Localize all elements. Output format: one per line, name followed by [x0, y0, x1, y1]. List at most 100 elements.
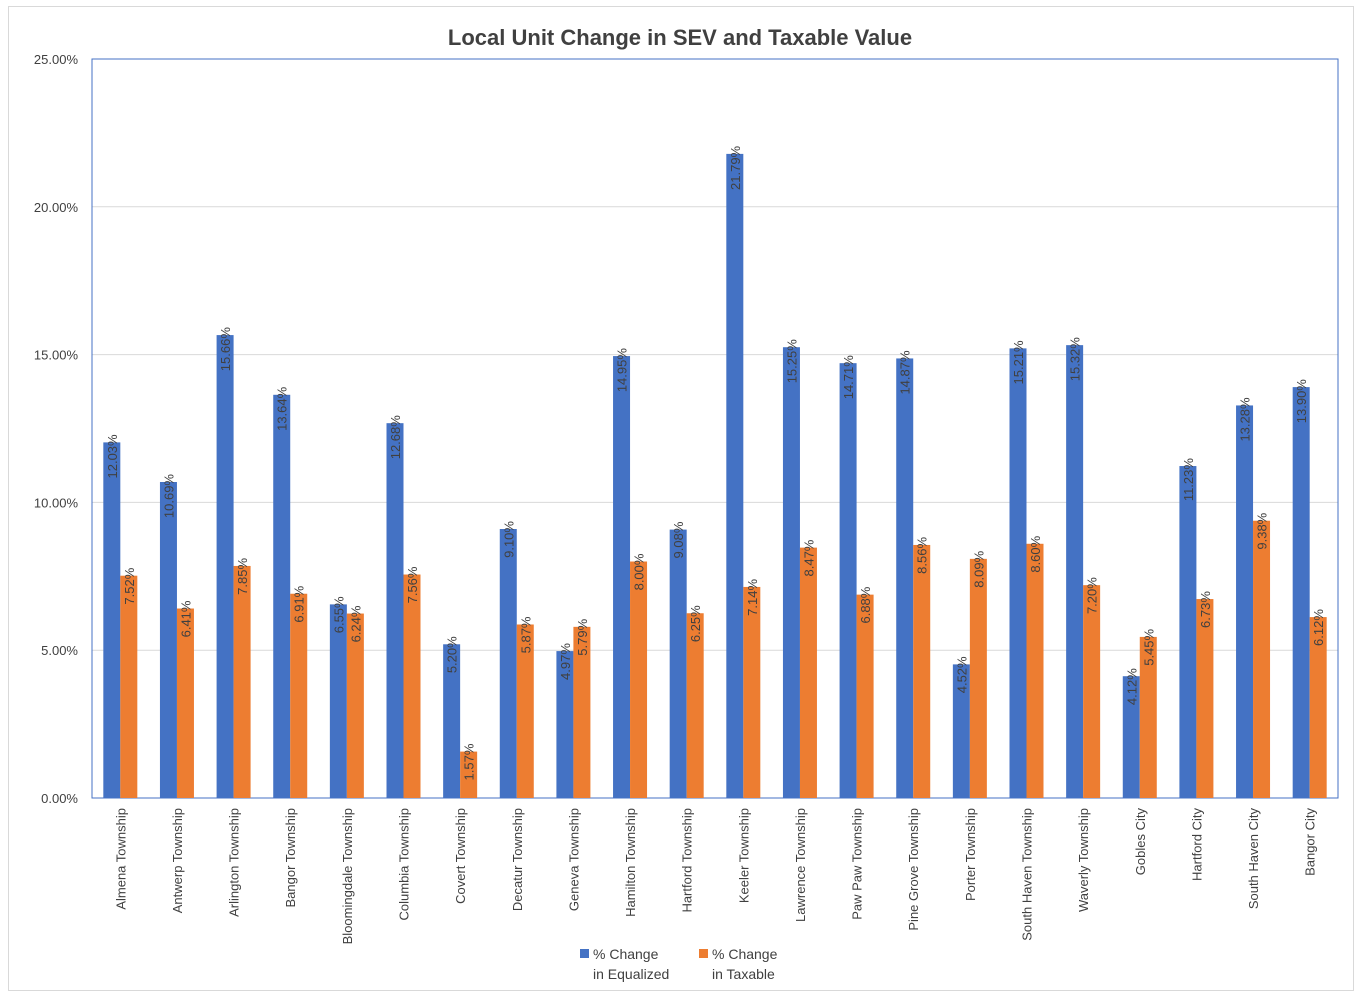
data-label: 1.57%: [462, 743, 477, 780]
bar: [1139, 636, 1157, 798]
data-label: 5.79%: [575, 618, 590, 655]
bar: [176, 608, 194, 798]
bar: [1066, 345, 1084, 798]
data-label: 7.56%: [405, 566, 420, 603]
data-label: 4.97%: [558, 643, 573, 680]
bar: [1236, 405, 1254, 798]
bar: [290, 593, 308, 798]
bar: [1083, 585, 1101, 798]
data-label: 8.47%: [801, 539, 816, 576]
data-label: 8.56%: [915, 537, 930, 574]
legend-label: % Change: [712, 946, 778, 962]
data-label: 8.00%: [632, 553, 647, 590]
y-axis: 0.00% 5.00% 10.00% 15.00% 20.00% 25.00%: [34, 52, 79, 806]
bar: [952, 664, 970, 798]
legend-label: % Change: [593, 946, 659, 962]
data-label: 6.41%: [178, 600, 193, 637]
data-label: 6.73%: [1198, 591, 1213, 628]
bar: [516, 624, 534, 798]
x-tick-label: Paw Paw Township: [850, 808, 865, 920]
bar: [630, 561, 648, 798]
bar: [856, 594, 874, 798]
bar: [726, 153, 744, 799]
chart-title: Local Unit Change in SEV and Taxable Val…: [448, 25, 912, 50]
x-tick-label: Arlington Township: [227, 808, 242, 917]
data-label: 7.14%: [745, 579, 760, 616]
x-tick-label: Bangor City: [1303, 808, 1318, 876]
x-tick-label: Geneva Township: [566, 808, 581, 911]
legend-label: in Taxable: [712, 966, 775, 982]
bar: [613, 356, 631, 798]
bar: [103, 442, 121, 798]
bar: [686, 613, 704, 798]
bar: [556, 651, 574, 798]
data-label: 14.87%: [898, 350, 913, 395]
x-tick-label: Hartford City: [1189, 808, 1204, 881]
legend: % Change in Equalized % Change in Taxable: [580, 946, 778, 982]
plot-border: [91, 58, 1339, 799]
bar: [669, 529, 687, 798]
data-label: 6.12%: [1311, 609, 1326, 646]
data-label: 8.60%: [1028, 535, 1043, 572]
x-tick-label: Bloomingdale Township: [340, 808, 355, 944]
x-tick-label: Almena Township: [113, 808, 128, 910]
data-label: 7.85%: [235, 558, 250, 595]
data-label: 7.20%: [1085, 577, 1100, 614]
data-label: 6.88%: [858, 586, 873, 623]
data-label: 6.55%: [331, 596, 346, 633]
data-label: 14.71%: [841, 355, 856, 400]
x-tick-label: Gobles City: [1133, 808, 1148, 876]
y-tick-label: 25.00%: [34, 52, 79, 67]
bar: [346, 613, 364, 798]
bar: [799, 547, 817, 798]
x-tick-label: Porter Township: [963, 808, 978, 901]
x-tick-label: Keeler Township: [736, 808, 751, 903]
y-tick-label: 0.00%: [41, 791, 78, 806]
bar: [386, 423, 404, 798]
legend-swatch: [580, 949, 589, 958]
data-labels: 12.03% 7.52% 10.69% 6.41% 15.66% 7.85% 13.64% 6…: [105, 145, 1326, 780]
x-tick-label: Lawrence Township: [793, 808, 808, 922]
data-label: 4.52%: [954, 656, 969, 693]
bar: [1292, 387, 1310, 798]
bar: [159, 482, 177, 798]
x-tick-label: Waverly Township: [1076, 808, 1091, 912]
data-label: 12.68%: [388, 415, 403, 460]
data-label: 5.87%: [518, 616, 533, 653]
bar: [1253, 520, 1271, 798]
bars: [103, 153, 1327, 799]
bar: [329, 604, 347, 798]
data-label: 14.95%: [615, 348, 630, 393]
y-tick-label: 15.00%: [34, 348, 79, 363]
x-tick-label: Hartford Township: [680, 808, 695, 913]
bar: [1179, 466, 1197, 798]
data-label: 13.28%: [1238, 397, 1253, 442]
x-tick-label: Antwerp Township: [170, 808, 185, 913]
x-axis: Almena Township Antwerp Township Arlington…: [113, 808, 1317, 945]
bar: [216, 335, 234, 798]
bar: [896, 358, 914, 798]
bar: [1309, 617, 1327, 798]
data-label: 11.23%: [1181, 458, 1196, 502]
bar: [233, 565, 251, 798]
bar: [782, 347, 800, 798]
x-tick-label: Hamilton Township: [623, 808, 638, 917]
data-label: 4.12%: [1124, 668, 1139, 705]
data-label: 12.03%: [105, 434, 120, 479]
x-tick-label: Bangor Township: [283, 808, 298, 908]
data-label: 15.21%: [1011, 340, 1026, 385]
data-label: 15.66%: [218, 327, 233, 372]
data-label: 9.38%: [1255, 512, 1270, 549]
data-label: 5.20%: [445, 636, 460, 673]
bar: [839, 363, 857, 798]
x-tick-label: Pine Grove Township: [906, 808, 921, 931]
y-tick-label: 5.00%: [41, 643, 78, 658]
data-label: 9.10%: [501, 521, 516, 558]
bar: [1026, 543, 1044, 798]
x-tick-label: Columbia Township: [397, 808, 412, 921]
bar: [120, 575, 138, 798]
bar: [743, 586, 761, 798]
data-label: 15.32%: [1068, 337, 1083, 382]
bar: [969, 558, 987, 798]
x-tick-label: Covert Township: [453, 808, 468, 904]
